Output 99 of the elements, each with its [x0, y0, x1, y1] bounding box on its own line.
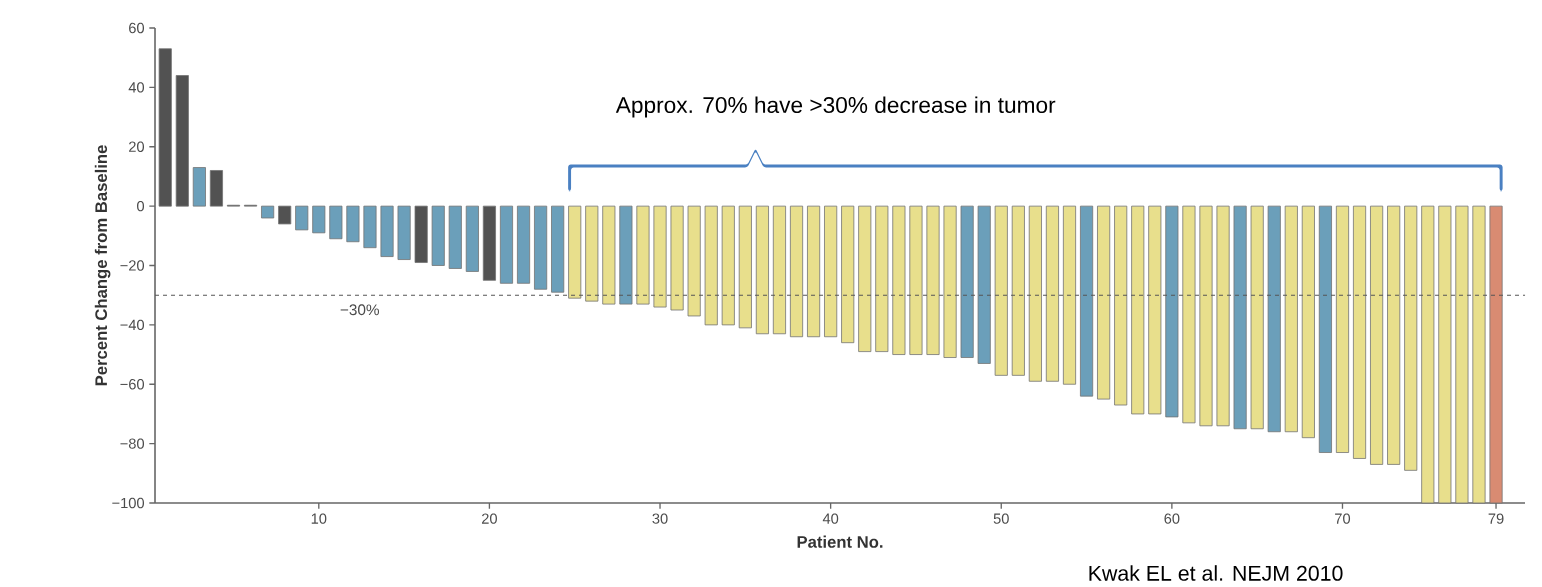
bar	[1438, 205, 1452, 504]
bar	[858, 205, 872, 352]
x-tick-label: 10	[311, 513, 327, 524]
x-tick-label: 79	[1488, 513, 1504, 524]
y-tick-label: −60	[120, 379, 145, 390]
bar	[1182, 205, 1196, 424]
bar	[1421, 205, 1435, 504]
bar	[363, 205, 377, 249]
bar	[278, 205, 292, 225]
y-tick-label: 40	[128, 82, 145, 93]
bar	[192, 167, 206, 207]
y-tick-label: −100	[112, 497, 145, 509]
y-tick-label: −80	[120, 438, 145, 449]
bar	[1335, 205, 1350, 453]
bar	[1489, 205, 1503, 504]
bar	[482, 205, 496, 281]
bar	[909, 205, 923, 355]
y-axis-title: Percent Change from Baseline	[94, 145, 111, 386]
bar	[209, 170, 223, 207]
bar	[1370, 205, 1384, 465]
text: Kwak EL et al. NEJM 2010	[1089, 565, 1343, 581]
bar	[516, 205, 531, 284]
bar	[824, 205, 838, 338]
x-tick-label: 30	[652, 513, 668, 524]
bar	[1267, 205, 1281, 433]
bar	[1097, 205, 1111, 400]
bar	[1318, 205, 1332, 453]
annotation: Approx. 70% have >30% decrease in tumor	[615, 96, 1056, 118]
bar	[1404, 205, 1418, 471]
bar	[158, 48, 172, 207]
bar	[1165, 205, 1179, 418]
x-axis-title: Patient No.	[797, 535, 883, 548]
bar	[602, 205, 616, 305]
bar	[380, 205, 394, 257]
bar	[431, 205, 445, 266]
bar	[448, 205, 462, 269]
bar	[943, 205, 957, 358]
bar	[1233, 205, 1247, 430]
bar	[1284, 205, 1298, 433]
bar	[295, 205, 309, 231]
bar	[1062, 205, 1077, 385]
bar	[534, 205, 548, 290]
bar	[414, 205, 428, 263]
y-tick-label: −20	[120, 260, 145, 271]
bar	[1455, 205, 1469, 504]
bar	[892, 205, 906, 355]
bar	[585, 205, 599, 302]
y-tick-label: 0	[137, 200, 145, 212]
x-tick-label: 20	[481, 513, 497, 524]
bar	[738, 205, 752, 329]
bar	[619, 205, 633, 305]
ref-line-label: −30%	[340, 304, 380, 316]
bar	[687, 205, 701, 317]
bar	[994, 205, 1008, 376]
bar	[1080, 205, 1094, 397]
bar	[465, 205, 479, 272]
bar	[1353, 205, 1367, 459]
bar	[329, 205, 343, 240]
bar	[1131, 205, 1145, 415]
y-tick-label: −40	[120, 319, 145, 331]
y-tick-label: 20	[129, 141, 145, 152]
x-tick-label: 50	[993, 513, 1009, 524]
bar	[1148, 205, 1162, 415]
bar	[670, 205, 684, 311]
bar	[568, 205, 582, 299]
bar	[397, 205, 411, 260]
bar	[755, 205, 769, 335]
bar	[1387, 205, 1401, 465]
bar	[653, 205, 667, 308]
bar	[789, 205, 804, 338]
bar	[1301, 205, 1315, 439]
x-tick-label: 40	[822, 513, 839, 524]
x-tick-label: 60	[1164, 513, 1180, 524]
bar	[551, 205, 565, 293]
bar	[875, 205, 889, 352]
bar	[772, 205, 786, 335]
bar	[960, 205, 974, 358]
bar	[1472, 205, 1486, 504]
bar	[636, 205, 650, 305]
bar	[926, 205, 940, 355]
bar	[1199, 205, 1213, 427]
x-tick-label: 70	[1335, 513, 1351, 524]
y-tick-label: 60	[129, 22, 145, 34]
bar	[499, 205, 514, 284]
bar	[1250, 205, 1264, 430]
bar	[841, 205, 855, 344]
bar	[1114, 205, 1128, 406]
bar	[261, 205, 275, 219]
bar	[977, 205, 991, 364]
bar	[1028, 205, 1042, 382]
bar	[807, 205, 821, 338]
bar	[704, 205, 718, 326]
bar	[346, 205, 360, 243]
bar	[175, 75, 189, 207]
bar	[312, 205, 326, 234]
bar	[1045, 205, 1059, 382]
bar	[1216, 205, 1230, 427]
bar	[1011, 205, 1025, 376]
bar	[721, 205, 735, 326]
